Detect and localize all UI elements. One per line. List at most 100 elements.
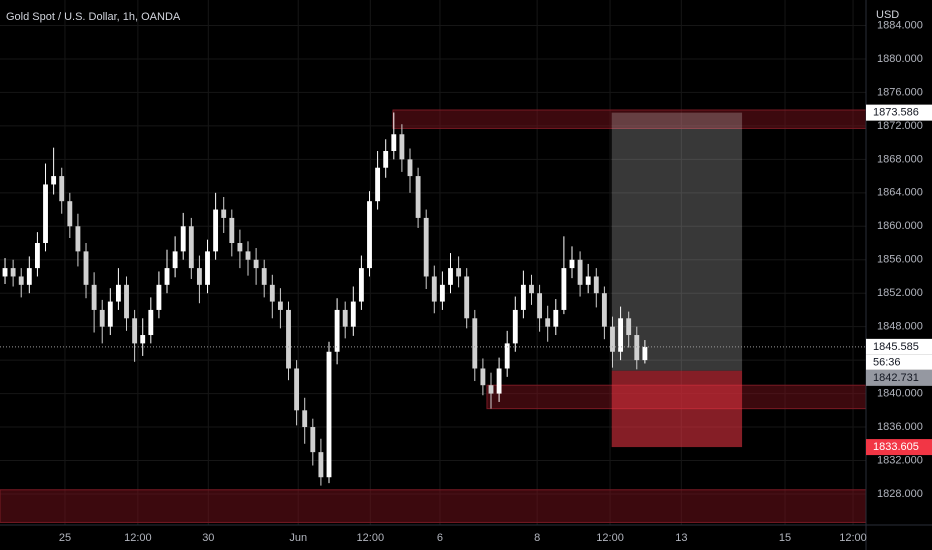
- y-tick-label: 1872.000: [877, 120, 923, 132]
- currency-label: USD: [876, 9, 899, 21]
- zones: [0, 109, 867, 523]
- candle-body: [43, 184, 48, 244]
- x-tick-label: 12:00: [124, 532, 152, 544]
- x-tick-label: 12:00: [357, 532, 385, 544]
- candle-body: [488, 385, 494, 394]
- candle-body: [367, 201, 372, 269]
- candle-body: [91, 284, 97, 310]
- candle-body: [399, 134, 405, 160]
- candle-body: [642, 346, 648, 361]
- countdown-label: 56:36: [873, 356, 901, 368]
- candle-body: [99, 309, 105, 327]
- candle-body: [358, 268, 364, 302]
- candle-body: [423, 217, 429, 277]
- x-tick-label: 12:00: [596, 532, 624, 544]
- candle-body: [269, 284, 275, 302]
- candle-body: [302, 410, 308, 428]
- candle-body: [626, 318, 632, 336]
- candle-body: [512, 309, 518, 344]
- candle-body: [350, 301, 356, 327]
- y-tick-label: 1828.000: [877, 488, 923, 500]
- candles: [0, 112, 866, 486]
- candle-body: [294, 368, 300, 411]
- candle-body: [610, 326, 615, 352]
- candle-body: [407, 159, 413, 177]
- stop-price-label: 1833.605: [873, 441, 919, 453]
- x-tick-label: 30: [202, 532, 214, 544]
- candle-body: [504, 343, 510, 369]
- target-price-label-box: [866, 104, 932, 121]
- candle-body: [75, 226, 81, 252]
- candle-body: [342, 309, 348, 327]
- candle-body: [553, 309, 559, 327]
- candle-body: [480, 368, 486, 386]
- candle-body: [18, 276, 24, 285]
- candle-body: [529, 284, 534, 294]
- candle-body: [634, 335, 640, 361]
- candle-body: [237, 243, 243, 252]
- candle-body: [383, 150, 389, 168]
- x-tick-label: 12:00: [839, 532, 867, 544]
- candle-body: [140, 335, 146, 344]
- candle-body: [156, 284, 162, 310]
- candle-body: [196, 268, 202, 285]
- y-tick-label: 1852.000: [877, 287, 923, 299]
- candle-body: [148, 309, 154, 336]
- y-tick-label: 1876.000: [877, 86, 923, 98]
- candle-body: [310, 427, 316, 453]
- candle-body: [221, 209, 227, 218]
- x-tick-label: 15: [779, 532, 791, 544]
- y-tick-label: 1880.000: [877, 53, 923, 65]
- candle-body: [213, 209, 219, 252]
- candle-body: [593, 276, 599, 294]
- x-tick-label: 25: [59, 532, 71, 544]
- last-price-label: 1845.585: [873, 341, 919, 353]
- candle-body: [172, 251, 178, 269]
- y-tick-label: 1868.000: [877, 153, 923, 165]
- candle-body: [448, 268, 453, 285]
- x-tick-label: 13: [675, 532, 687, 544]
- candle-body: [253, 259, 259, 269]
- stop-price-label-box: [866, 439, 932, 456]
- candle-body: [545, 318, 551, 327]
- candle-body: [83, 251, 89, 285]
- candle-body: [537, 293, 543, 319]
- candle-body: [277, 301, 283, 310]
- countdown-box: [866, 354, 932, 370]
- candle-body: [286, 309, 291, 369]
- position-profit: [611, 112, 743, 371]
- candle-body: [569, 259, 575, 269]
- candle-body: [67, 201, 73, 227]
- candle-body: [34, 243, 40, 269]
- candle-body: [496, 368, 502, 394]
- y-tick-label: 1840.000: [877, 387, 923, 399]
- candle-body: [561, 268, 567, 310]
- candle-body: [261, 268, 267, 285]
- x-tick-label: Jun: [289, 532, 307, 544]
- candle-body: [439, 284, 445, 302]
- candle-body: [618, 318, 624, 352]
- candle-body: [245, 251, 251, 260]
- candle-body: [107, 301, 113, 327]
- candle-body: [59, 176, 65, 202]
- candle-body: [326, 351, 332, 478]
- y-tick-label: 1832.000: [877, 454, 923, 466]
- candle-body: [318, 452, 324, 478]
- candle-body: [601, 293, 607, 327]
- y-tick-label: 1860.000: [877, 220, 923, 232]
- candle-body: [164, 268, 170, 285]
- candle-body: [132, 318, 138, 344]
- position-loss: [611, 370, 743, 448]
- x-tick-label: 8: [534, 532, 540, 544]
- y-tick-label: 1884.000: [877, 19, 923, 31]
- target-price-label: 1873.586: [873, 107, 919, 119]
- candle-body: [229, 217, 235, 244]
- candle-body: [577, 259, 583, 285]
- candle-body: [51, 176, 57, 185]
- candle-body: [391, 134, 397, 151]
- candle-body: [464, 276, 470, 319]
- y-tick-label: 1848.000: [877, 321, 923, 333]
- candle-body: [2, 268, 8, 277]
